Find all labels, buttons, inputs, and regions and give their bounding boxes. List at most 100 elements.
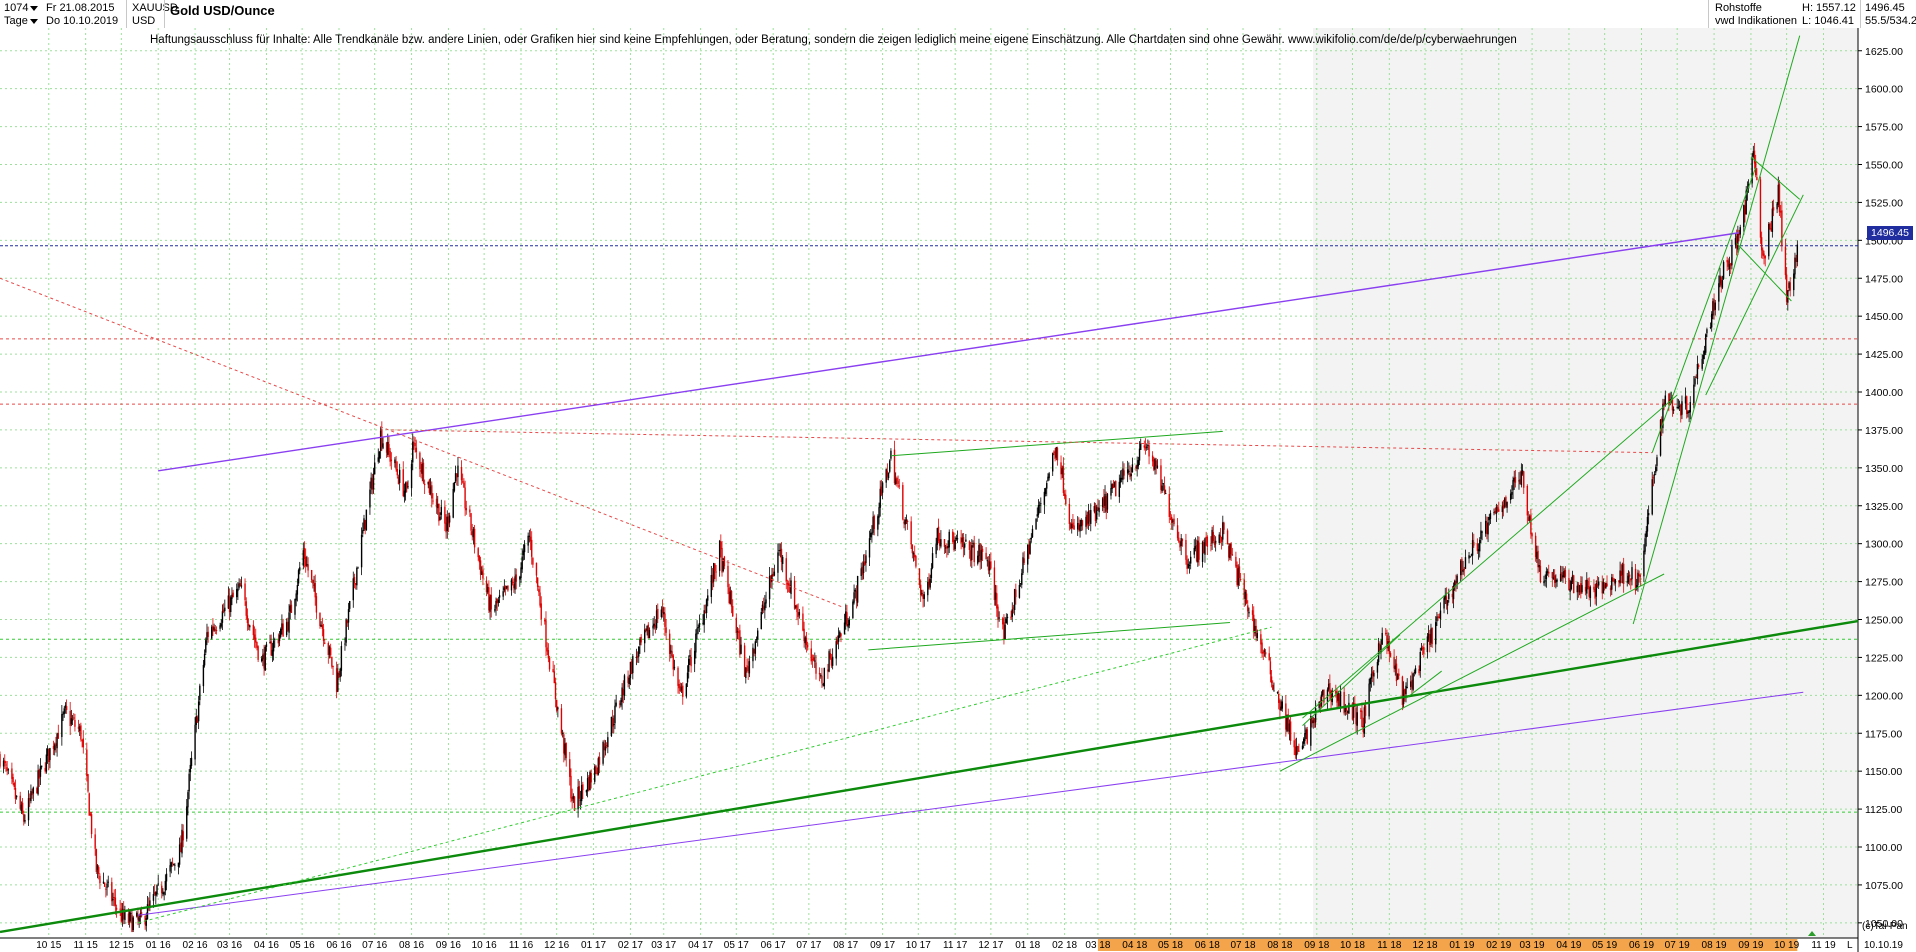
candle-down bbox=[496, 598, 498, 604]
candle-up bbox=[632, 656, 634, 674]
candle-up bbox=[1406, 687, 1408, 689]
candle-up bbox=[124, 912, 126, 921]
candle-up bbox=[972, 543, 974, 545]
candle-down bbox=[1228, 546, 1230, 558]
candle-down bbox=[897, 480, 899, 484]
y-tick-label: 1300.00 bbox=[1865, 539, 1903, 551]
candle-up bbox=[30, 790, 32, 802]
candle-up bbox=[1734, 238, 1737, 245]
date-to: Do 10.10.2019 bbox=[46, 15, 119, 27]
candle-up bbox=[936, 528, 939, 545]
candle-up bbox=[655, 610, 658, 629]
candle-down bbox=[1769, 223, 1771, 229]
candle-up bbox=[1244, 591, 1247, 600]
y-tick-label: 1125.00 bbox=[1865, 804, 1902, 816]
candle-up bbox=[394, 459, 396, 464]
candle-up bbox=[1131, 464, 1134, 473]
candle-up bbox=[1743, 205, 1745, 228]
candle-up bbox=[1454, 580, 1456, 586]
period-selector[interactable]: Tage bbox=[4, 15, 41, 28]
candle-down bbox=[596, 772, 598, 775]
candle-up bbox=[294, 599, 296, 615]
candle-up bbox=[1128, 470, 1130, 472]
candle-down bbox=[1661, 418, 1663, 428]
candle-up bbox=[779, 549, 782, 551]
candle-up bbox=[1394, 665, 1396, 670]
candle-up bbox=[1771, 208, 1774, 232]
candle-down bbox=[829, 653, 831, 659]
candle-up bbox=[1777, 184, 1780, 205]
candle-down bbox=[335, 668, 338, 692]
candle-down bbox=[1561, 572, 1563, 579]
bars-count[interactable]: 1074 bbox=[4, 2, 41, 15]
candle-up bbox=[890, 450, 892, 459]
candle-up bbox=[663, 612, 665, 615]
candle-up bbox=[765, 599, 767, 604]
candle-down bbox=[303, 548, 306, 559]
candle-down bbox=[1268, 653, 1270, 661]
candle-down bbox=[431, 485, 433, 499]
candle-up bbox=[822, 684, 824, 686]
candle-up bbox=[528, 535, 531, 537]
candle-up bbox=[457, 465, 459, 478]
candle-down bbox=[287, 621, 289, 631]
x-tick-label: 12 17 bbox=[978, 940, 1003, 951]
candle-down bbox=[654, 624, 657, 628]
candle-down bbox=[395, 461, 397, 470]
candle-down bbox=[727, 565, 729, 588]
candle-up bbox=[760, 611, 762, 630]
candle-up bbox=[1664, 395, 1667, 406]
candle-down bbox=[619, 703, 621, 705]
candle-up bbox=[1076, 523, 1079, 530]
candle-up bbox=[814, 660, 816, 662]
candle-up bbox=[1426, 636, 1429, 653]
candle-down bbox=[1112, 484, 1115, 488]
candle-up bbox=[1543, 581, 1545, 584]
candle-up bbox=[1019, 583, 1022, 585]
candle-down bbox=[1778, 184, 1781, 213]
x-tick-label: 02 18 bbox=[1052, 940, 1077, 951]
candle-up bbox=[1513, 477, 1515, 482]
candle-up bbox=[1563, 571, 1565, 578]
candle-up bbox=[1501, 506, 1504, 513]
candle-down bbox=[1072, 522, 1074, 527]
candle-down bbox=[462, 481, 464, 483]
candle-down bbox=[555, 699, 558, 711]
candle-down bbox=[245, 601, 247, 616]
candle-up bbox=[506, 585, 508, 589]
x-tick-label: 05 16 bbox=[290, 940, 315, 951]
candle-down bbox=[1261, 642, 1263, 654]
x-tick-label: 11 19 bbox=[1811, 940, 1836, 951]
candle-down bbox=[1223, 522, 1225, 530]
candle-down bbox=[554, 682, 557, 700]
candle-up bbox=[288, 612, 290, 633]
candle-up bbox=[289, 605, 291, 612]
candle-down bbox=[307, 564, 309, 571]
candle-down bbox=[4, 760, 6, 764]
candle-up bbox=[613, 724, 615, 726]
candle-up bbox=[1439, 610, 1442, 619]
candle-up bbox=[472, 529, 475, 538]
x-tick-label: 12 18 bbox=[1413, 940, 1438, 951]
candle-down bbox=[1364, 705, 1367, 716]
trend-line bbox=[890, 430, 1223, 457]
candle-up bbox=[1546, 571, 1549, 573]
candle-down bbox=[482, 569, 484, 579]
candle-down bbox=[322, 629, 325, 641]
candle-down bbox=[952, 531, 954, 542]
candle-up bbox=[1672, 409, 1675, 411]
candle-down bbox=[1594, 589, 1596, 599]
candle-down bbox=[1179, 541, 1181, 548]
candle-down bbox=[821, 675, 823, 684]
candle-up bbox=[1052, 453, 1054, 472]
candle-down bbox=[346, 620, 349, 624]
candle-up bbox=[1038, 504, 1041, 506]
candle-up bbox=[1194, 546, 1197, 549]
candle-up bbox=[1031, 528, 1034, 538]
candle-down bbox=[353, 577, 356, 584]
candle-up bbox=[931, 553, 934, 568]
candle-down bbox=[312, 579, 314, 584]
category: Rohstoffe bbox=[1715, 2, 1762, 14]
candle-down bbox=[48, 748, 50, 762]
candle-down bbox=[1298, 750, 1300, 752]
